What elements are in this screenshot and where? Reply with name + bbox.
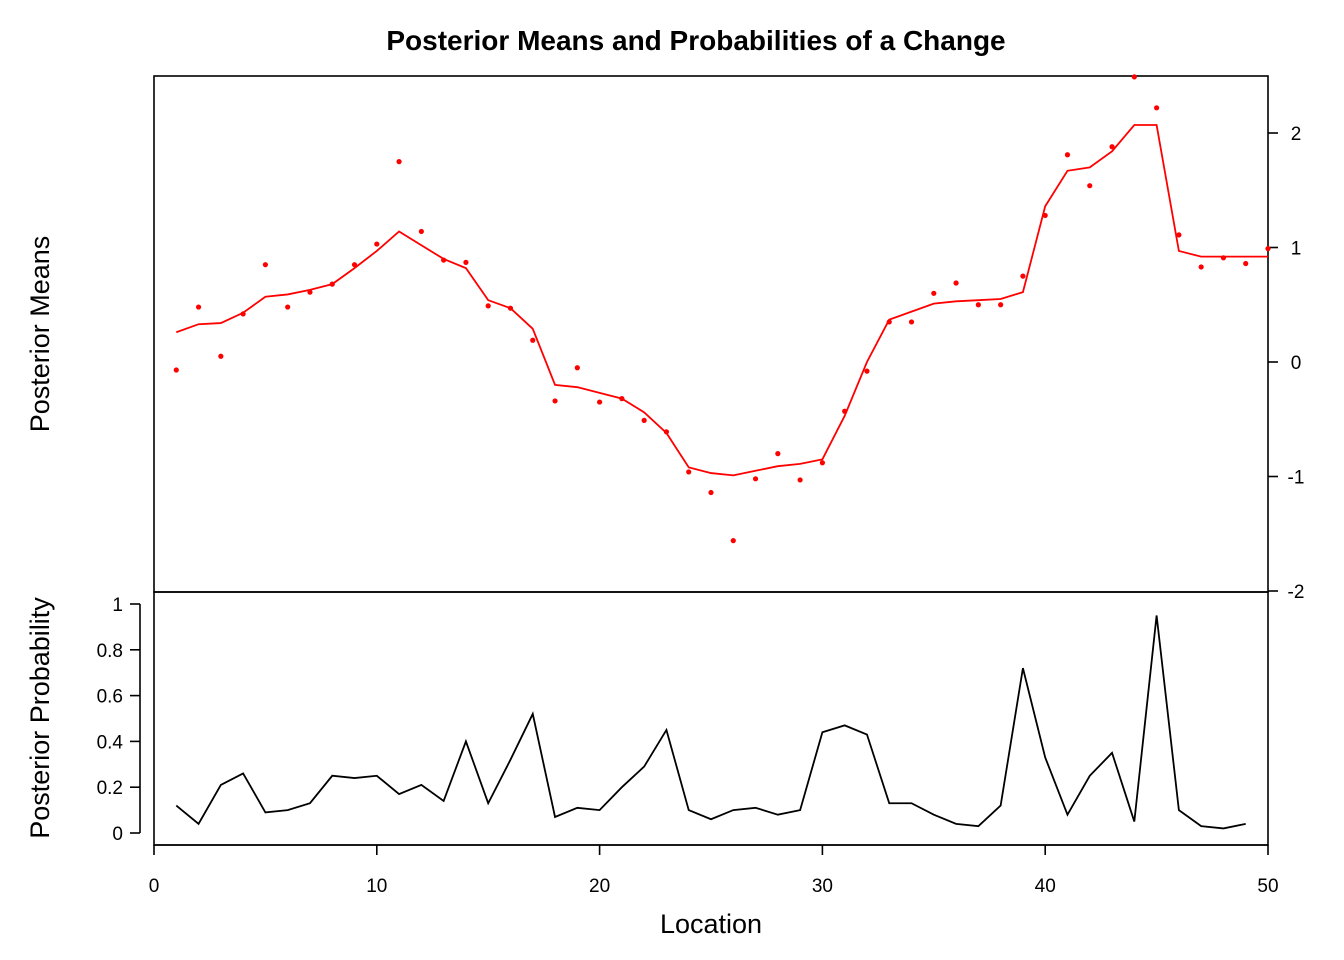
observation-point <box>1087 183 1093 189</box>
observation-point <box>686 469 692 475</box>
chart-title: Posterior Means and Probabilities of a C… <box>386 25 1005 56</box>
top-panel-y-axis: -2 -1 0 1 2 <box>1268 124 1304 603</box>
observation-point <box>641 417 647 423</box>
observation-point <box>797 477 803 483</box>
observation-point <box>752 476 759 482</box>
top-y-tick-label: 1 <box>1291 239 1302 260</box>
top-panel-frame <box>153 75 1269 593</box>
observation-point <box>775 451 781 457</box>
observation-point <box>998 302 1004 308</box>
observation-point <box>173 367 179 373</box>
observation-point <box>708 489 714 496</box>
observation-point <box>975 302 981 308</box>
bottom-y-tick-label: 0.8 <box>97 641 123 662</box>
observation-point <box>218 353 224 359</box>
observation-point <box>1176 232 1182 238</box>
bottom-panel-y-axis: 0 0.2 0.4 0.6 0.8 1 <box>97 595 141 845</box>
x-tick-label: 50 <box>1257 876 1278 897</box>
observation-point <box>842 408 848 414</box>
x-tick-label: 30 <box>812 876 833 897</box>
bottom-y-tick-label: 0.2 <box>97 778 123 799</box>
bottom-y-tick-label: 0 <box>112 824 123 845</box>
observation-point <box>463 259 469 265</box>
observation-point <box>396 159 402 165</box>
bottom-y-tick-label: 1 <box>112 595 123 616</box>
observation-point <box>441 257 447 263</box>
observation-point <box>307 289 313 295</box>
observation-point <box>663 429 670 435</box>
observation-point <box>507 305 514 311</box>
bottom-panel-series <box>175 615 1246 830</box>
observation-point <box>285 304 291 310</box>
observation-point <box>262 262 268 268</box>
observation-point <box>819 460 826 466</box>
x-tick-label: 40 <box>1035 876 1056 897</box>
observation-point <box>1064 152 1071 158</box>
observation-point <box>1131 74 1137 80</box>
observation-point <box>1220 255 1227 261</box>
observation-point <box>953 280 959 286</box>
observation-point <box>329 281 335 287</box>
observation-point <box>1198 264 1204 270</box>
top-y-tick-label: 0 <box>1291 353 1302 374</box>
posterior-mean-line <box>175 124 1268 477</box>
observation-point <box>351 262 358 268</box>
x-axis-title: Location <box>660 909 762 939</box>
observation-point <box>931 290 937 296</box>
x-tick-label: 20 <box>589 876 610 897</box>
observation-point <box>864 368 870 374</box>
x-tick-label: 0 <box>149 876 160 897</box>
bottom-y-axis-title: Posterior Probability <box>25 597 55 839</box>
posterior-probability-line <box>175 615 1246 830</box>
observation-point <box>374 241 380 247</box>
top-panel-series <box>173 74 1271 544</box>
observation-point <box>485 303 491 309</box>
observation-point <box>1042 212 1048 219</box>
top-y-tick-label: 2 <box>1291 124 1302 145</box>
top-y-tick-label: -1 <box>1288 468 1305 489</box>
top-y-tick-label: -2 <box>1288 582 1305 603</box>
top-y-axis-title: Posterior Means <box>25 236 55 433</box>
bottom-panel-frame <box>153 591 1269 846</box>
observation-point <box>530 337 536 343</box>
observation-point <box>1020 273 1026 279</box>
bottom-y-tick-label: 0.4 <box>97 732 124 753</box>
observation-point <box>730 538 736 544</box>
observation-point <box>1109 144 1115 150</box>
observation-point <box>597 399 603 405</box>
observation-point <box>240 311 246 317</box>
observation-point <box>1243 260 1249 267</box>
observation-point <box>886 319 892 325</box>
x-tick-label: 10 <box>366 876 387 897</box>
observation-point <box>195 304 202 310</box>
observation-point <box>1265 246 1271 252</box>
observation-point <box>574 365 580 371</box>
observation-point <box>1154 105 1160 111</box>
observation-point <box>619 396 625 402</box>
observation-point <box>418 228 424 235</box>
observation-point <box>552 398 558 404</box>
x-axis: 0 10 20 30 40 50 <box>149 844 1279 897</box>
observation-point <box>908 319 915 325</box>
bottom-y-tick-label: 0.6 <box>97 687 123 708</box>
